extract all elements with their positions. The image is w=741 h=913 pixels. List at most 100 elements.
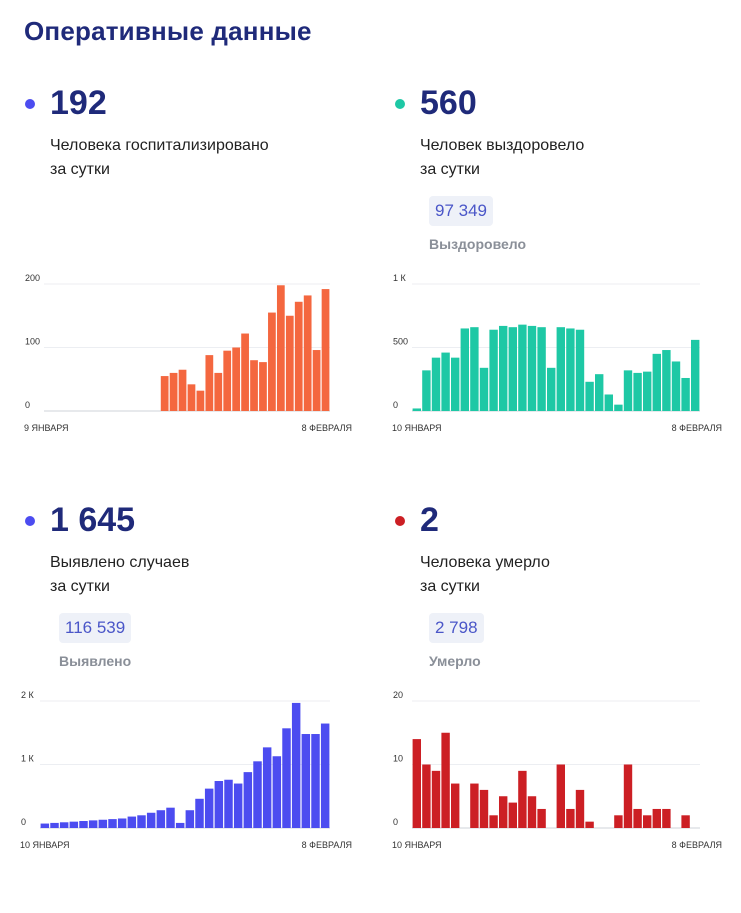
deaths-bar xyxy=(451,783,460,828)
deaths-x-start-label: 10 ЯНВАРЯ xyxy=(392,840,442,850)
cases-bar xyxy=(98,819,108,828)
recovered-bar xyxy=(614,404,623,411)
cases-bar xyxy=(311,734,320,828)
recovered-bar xyxy=(691,339,700,411)
hospitalized-bar xyxy=(232,347,241,411)
hospitalized-bar xyxy=(196,390,205,411)
hospitalized-bar xyxy=(178,369,187,411)
recovered-bar xyxy=(537,327,546,411)
recovered-dot-icon xyxy=(395,99,405,109)
hospitalized-bar xyxy=(250,360,258,411)
cases-ytick-label: 0 xyxy=(21,817,26,827)
recovered-chart: 0 500 1 К 10 ЯНВАРЯ 8 ФЕВРАЛЯ xyxy=(392,273,722,433)
hospitalized-ytick-label: 200 xyxy=(25,273,40,283)
deaths-desc-line1: Человека умерло xyxy=(420,554,550,571)
deaths-bar xyxy=(518,770,527,828)
recovered-bar xyxy=(479,367,489,411)
cases-bar xyxy=(253,761,262,828)
hospitalized-bar xyxy=(294,301,303,411)
recovered-x-end-label: 8 ФЕВРАЛЯ xyxy=(672,423,722,433)
hospitalized-bar xyxy=(268,312,276,411)
cases-dot-icon xyxy=(25,516,35,526)
recovered-bar xyxy=(422,370,431,411)
recovered-bar xyxy=(556,327,565,411)
recovered-bar xyxy=(547,367,556,411)
recovered-bar xyxy=(623,370,633,411)
cases-bar xyxy=(59,822,69,828)
deaths-desc-line2: за сутки xyxy=(420,578,480,595)
recovered-bar xyxy=(470,327,479,411)
cases-bar xyxy=(272,756,282,828)
cases-bar xyxy=(127,816,137,828)
cases-bar xyxy=(233,783,243,828)
deaths-number: 2 xyxy=(420,501,439,539)
hospitalized-panel: 192 Человека госпитализировано за сутки … xyxy=(24,76,384,496)
cases-bar xyxy=(69,821,79,828)
deaths-bar xyxy=(585,821,594,828)
deaths-bar xyxy=(431,770,441,828)
deaths-bar xyxy=(643,815,652,828)
hospitalized-x-start-label: 9 ЯНВАРЯ xyxy=(24,423,69,433)
hospitalized-dot-icon xyxy=(25,99,35,109)
cases-desc-line1: Выявлено случаев xyxy=(50,554,190,571)
cases-bar xyxy=(185,810,195,828)
deaths-bar xyxy=(614,815,623,828)
deaths-bar xyxy=(499,796,508,828)
recovered-bar xyxy=(633,372,642,411)
hospitalized-bar xyxy=(303,295,312,411)
hospitalized-desc-line1: Человека госпитализировано xyxy=(50,137,269,154)
recovered-bar xyxy=(508,327,517,411)
cases-bar xyxy=(117,818,127,828)
recovered-ytick-label: 1 К xyxy=(393,273,407,283)
deaths-bar xyxy=(633,808,642,828)
deaths-ytick-label: 0 xyxy=(393,817,398,827)
hospitalized-bar xyxy=(214,372,223,411)
hospitalized-desc-line2: за сутки xyxy=(50,161,110,178)
recovered-bar xyxy=(662,350,671,411)
cases-bar xyxy=(137,815,146,828)
cases-bar xyxy=(282,728,291,828)
recovered-bar xyxy=(489,329,498,411)
cases-bar xyxy=(166,807,175,828)
hospitalized-bar xyxy=(276,285,285,411)
cases-bar xyxy=(214,781,224,828)
cases-ytick-label: 1 К xyxy=(21,754,35,764)
cases-bar xyxy=(175,822,185,828)
hospitalized-number: 192 xyxy=(50,84,107,122)
recovered-desc-line1: Человек выздоровело xyxy=(420,137,585,154)
deaths-bar xyxy=(527,796,537,828)
cases-bar xyxy=(262,747,272,828)
cases-bar xyxy=(88,820,98,828)
hospitalized-bar xyxy=(223,350,232,411)
deaths-bar xyxy=(508,802,517,828)
deaths-bar xyxy=(470,783,479,828)
hospitalized-bar xyxy=(205,355,214,411)
cases-bar xyxy=(156,810,166,828)
hospitalized-bar xyxy=(321,289,330,411)
deaths-bar xyxy=(662,808,671,828)
deaths-bar xyxy=(623,764,633,828)
deaths-ytick-label: 10 xyxy=(393,754,403,764)
hospitalized-description: Человека госпитализировано за сутки xyxy=(50,134,269,182)
recovered-bar xyxy=(518,324,527,411)
recovered-total-label: Выздоровело xyxy=(429,236,527,252)
cases-bar xyxy=(224,779,233,828)
recovered-bar xyxy=(604,394,613,411)
cases-chart: 0 1 К 2 К 10 ЯНВАРЯ 8 ФЕВРАЛЯ xyxy=(20,690,352,850)
deaths-bar xyxy=(422,764,431,828)
recovered-description: Человек выздоровело за сутки xyxy=(420,134,584,182)
hospitalized-bar xyxy=(259,362,267,411)
hospitalized-ytick-label: 100 xyxy=(25,337,40,347)
cases-bar xyxy=(108,819,117,828)
recovered-x-start-label: 10 ЯНВАРЯ xyxy=(392,423,442,433)
deaths-bar xyxy=(489,815,498,828)
deaths-bar xyxy=(681,815,690,828)
cases-ytick-label: 2 К xyxy=(21,690,35,700)
deaths-bar xyxy=(441,732,450,828)
recovered-bar xyxy=(681,377,690,411)
recovered-bar xyxy=(431,357,441,411)
cases-number: 1 645 xyxy=(50,501,136,539)
recovered-bar xyxy=(671,361,681,411)
deaths-total: 2 798 xyxy=(429,613,484,643)
hospitalized-bar xyxy=(187,384,196,411)
